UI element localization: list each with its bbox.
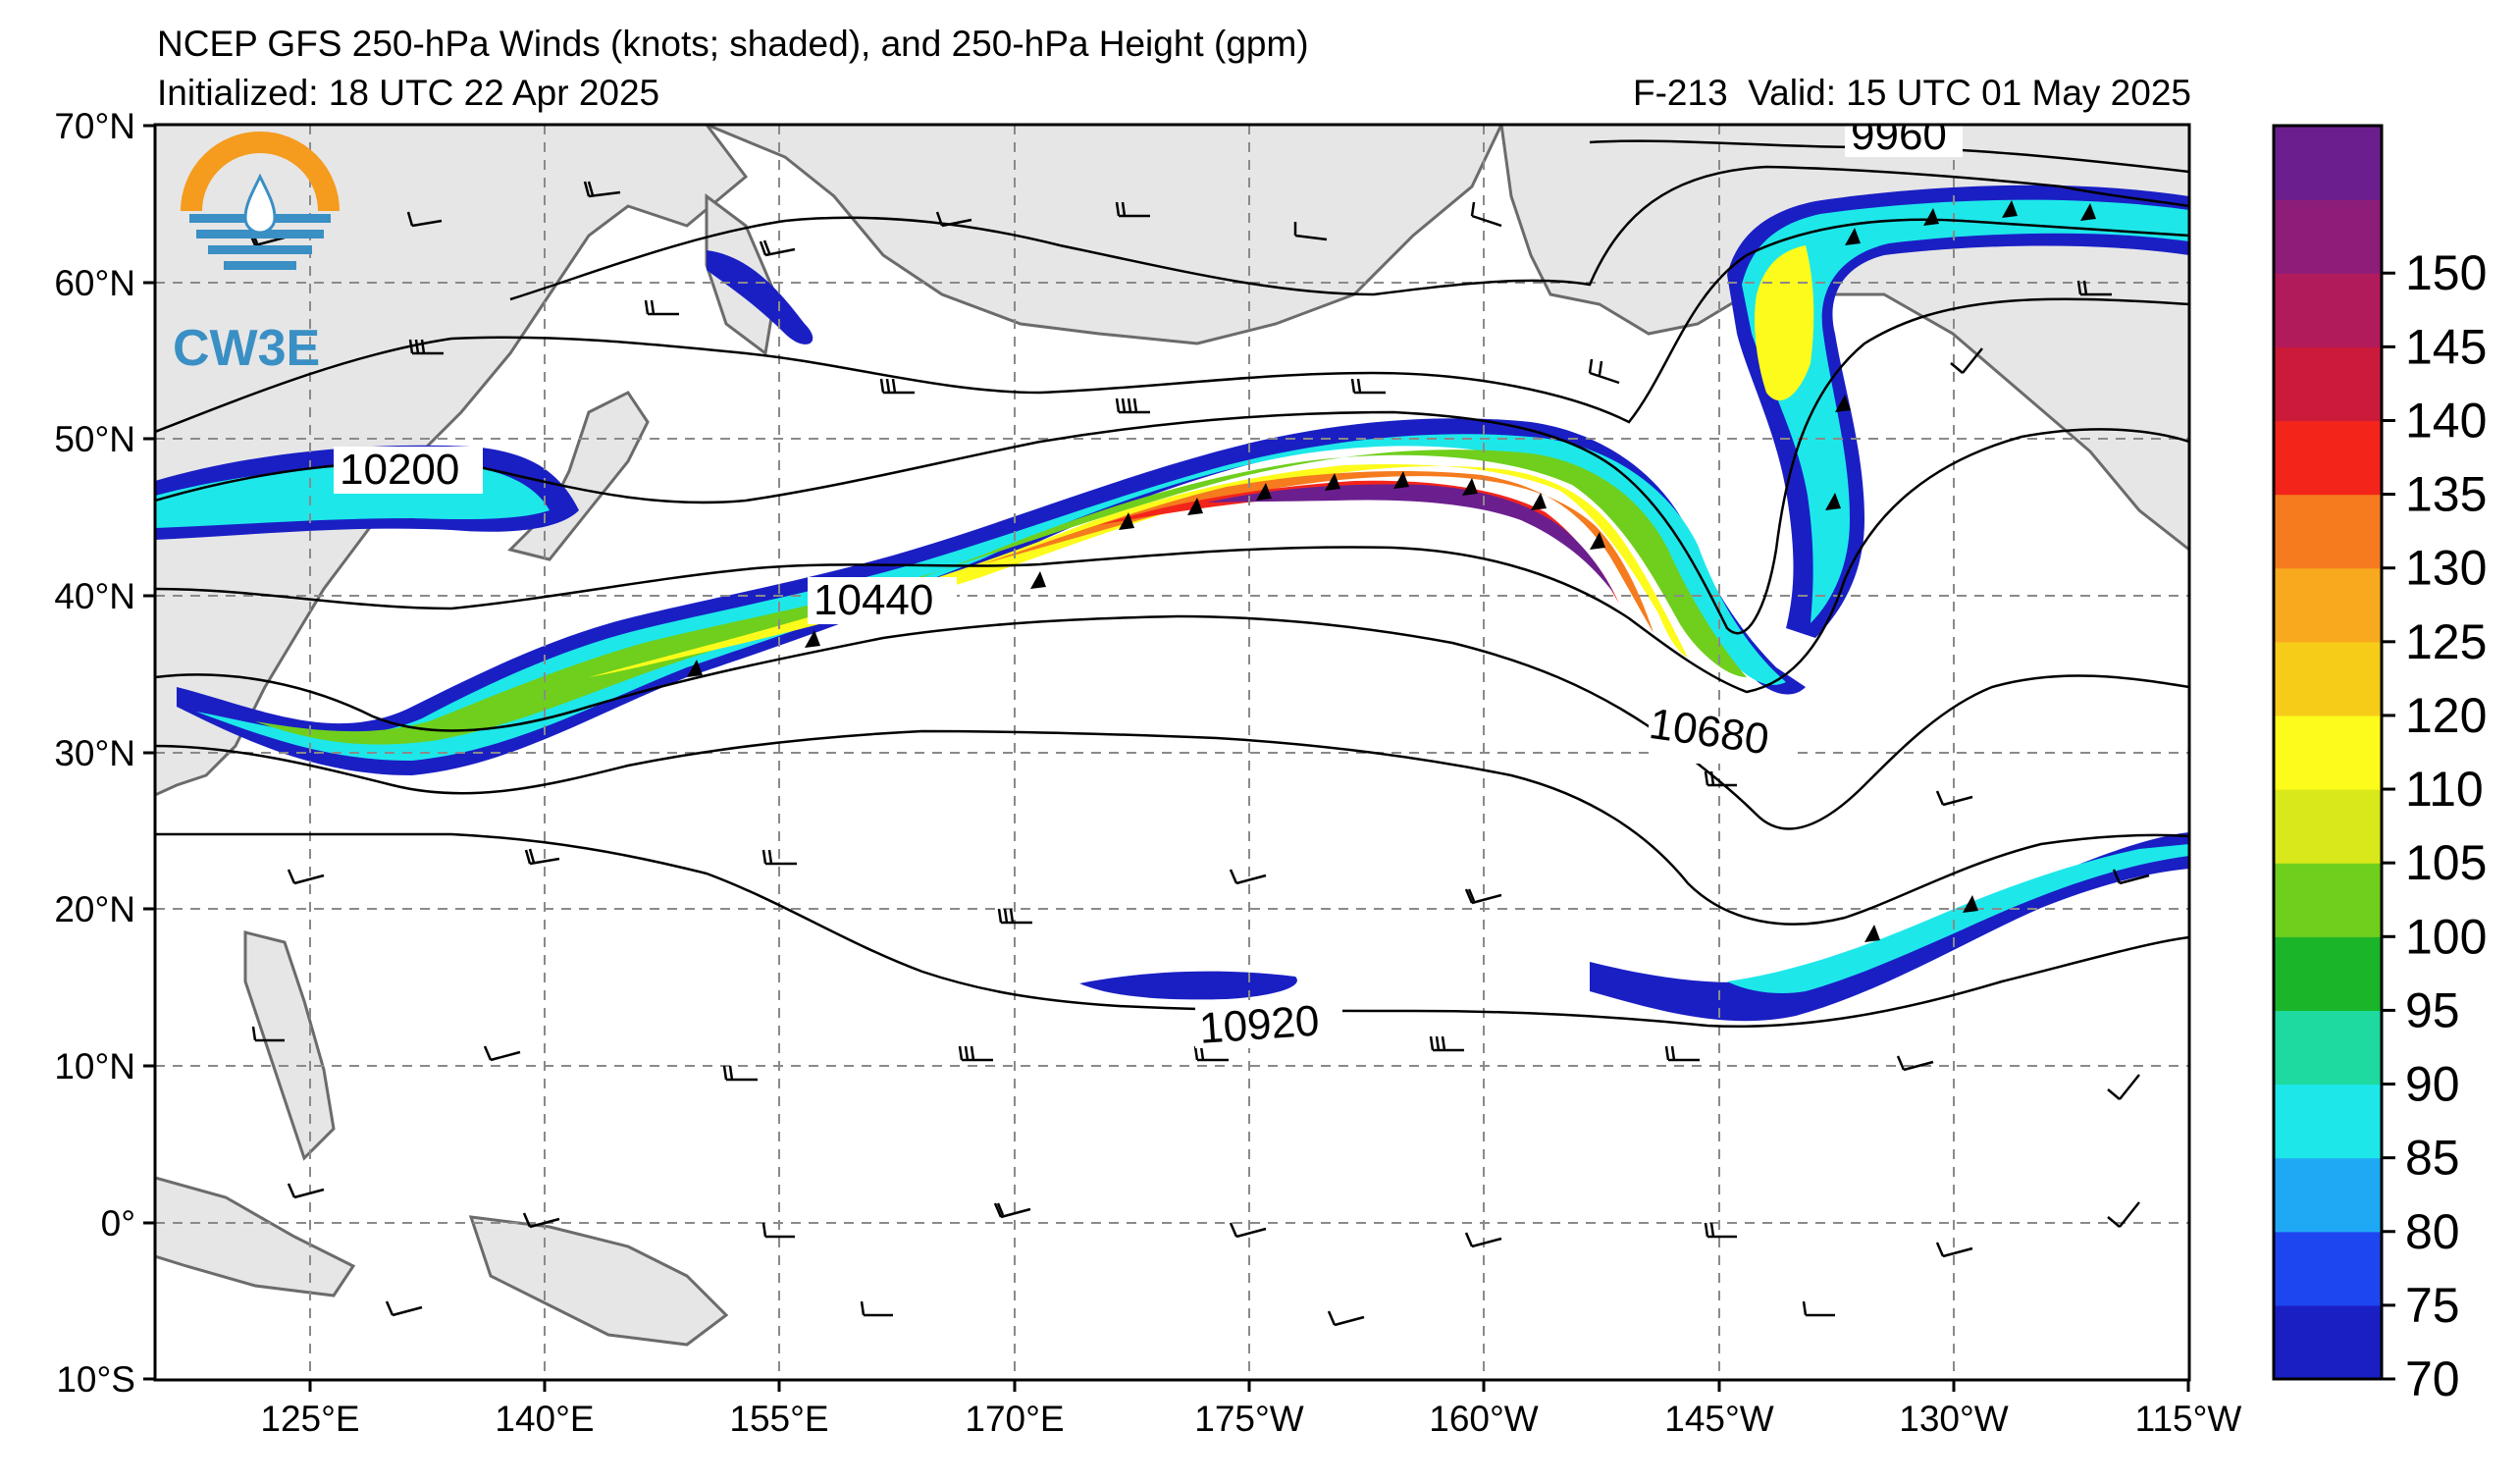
contour-label-10920: 10920: [1198, 996, 1321, 1052]
jet-okhotsk: [707, 250, 814, 344]
x-tick-label: 140°E: [495, 1399, 594, 1439]
x-tick-label: 125°E: [260, 1399, 359, 1439]
forecast-hour: F-213: [1633, 73, 1728, 113]
graticule: [155, 125, 2189, 1380]
y-tick-label: 0°: [101, 1203, 135, 1244]
y-tick-label: 60°N: [54, 263, 135, 303]
colorbar-label: 95: [2405, 982, 2460, 1037]
colorbar-swatch: [2274, 494, 2382, 569]
colorbar-swatch: [2274, 1304, 2382, 1380]
jet-alaska-yellow: [1755, 245, 1814, 401]
colorbar-swatch: [2274, 789, 2382, 864]
colorbar-swatches: [2274, 126, 2382, 1380]
colorbar-swatch: [2274, 199, 2382, 274]
jet-alaska-cyan: [1742, 199, 2189, 623]
x-tick-label: 175°W: [1194, 1399, 1304, 1439]
colorbar-label: 110: [2405, 762, 2484, 817]
colorbar-swatch: [2274, 936, 2382, 1012]
colorbar-label: 85: [2405, 1131, 2460, 1186]
jet-sub-cyan: [1727, 844, 2189, 993]
colorbar-swatch: [2274, 863, 2382, 937]
jet-sub-outer: [1590, 832, 2189, 1022]
colorbar-label: 120: [2405, 688, 2487, 743]
initialized-time: Initialized: 18 UTC 22 Apr 2025: [157, 73, 660, 113]
colorbar-swatch: [2274, 420, 2382, 496]
map-plot-area: 9960 10200 10440 10680 10920 CW3E: [155, 111, 2189, 1380]
colorbar-label: 125: [2405, 614, 2487, 669]
colorbar-label: 140: [2405, 393, 2487, 448]
colorbar-swatch: [2274, 1231, 2382, 1306]
colorbar-swatch: [2274, 1084, 2382, 1159]
contour-label-9960: 9960: [1851, 111, 1947, 159]
colorbar-label: 70: [2405, 1351, 2460, 1406]
x-tick-label: 145°W: [1664, 1399, 1774, 1439]
colorbar: 70 75 80 85 90 95 100 105 110 120 125 130 135 140 145 1…: [2272, 124, 2487, 1406]
jet-main-green: [255, 450, 1747, 745]
y-tick-label: 20°N: [54, 889, 135, 929]
philippines-land: [243, 930, 336, 1161]
colorbar-swatch: [2274, 1010, 2382, 1086]
logo-ring-icon: [181, 132, 340, 212]
colorbar-label: 135: [2405, 467, 2487, 522]
x-tick-label: 130°W: [1899, 1399, 2009, 1439]
height-contours: [155, 139, 2189, 1029]
y-tick-label: 50°N: [54, 419, 135, 459]
colorbar-swatch: [2274, 346, 2382, 422]
wind-shading: [155, 185, 2189, 1022]
indonesia-land: [155, 1176, 356, 1298]
colorbar-swatch: [2274, 273, 2382, 347]
chart-title: NCEP GFS 250-hPa Winds (knots; shaded), …: [157, 24, 1309, 64]
y-tick-label: 30°N: [54, 733, 135, 773]
y-tick-label: 10°S: [56, 1359, 135, 1400]
colorbar-label: 75: [2405, 1278, 2460, 1333]
contour-labels: 9960 10200 10440 10680 10920: [334, 111, 1963, 1053]
colorbar-label: 130: [2405, 541, 2487, 596]
wind-barbs: [247, 181, 2150, 1327]
x-tick-label: 115°W: [2135, 1399, 2242, 1439]
contour-label-10440: 10440: [814, 576, 933, 624]
cw3e-logo: CW3E: [173, 132, 340, 377]
colorbar-ticks: 70 75 80 85 90 95 100 105 110 120 125 130 135 140 145 1…: [2382, 245, 2487, 1406]
colorbar-label: 145: [2405, 319, 2487, 374]
colorbar-label: 100: [2405, 909, 2487, 964]
x-tick-label: 170°E: [965, 1399, 1064, 1439]
jet-sub-west: [1079, 971, 1297, 1000]
x-tick-label: 155°E: [729, 1399, 828, 1439]
alaska-west-land: [706, 125, 1503, 345]
colorbar-label: 80: [2405, 1204, 2460, 1259]
colorbar-swatch: [2274, 567, 2382, 643]
y-axis: 70°N 60°N 50°N 40°N 30°N 20°N 10°N 0° 10…: [54, 106, 155, 1400]
colorbar-label: 105: [2405, 835, 2487, 890]
y-tick-label: 70°N: [54, 106, 135, 146]
colorbar-label: 150: [2405, 245, 2487, 300]
contour-label-10200: 10200: [340, 446, 459, 494]
colorbar-swatch: [2274, 641, 2382, 716]
colorbar-swatch: [2274, 126, 2382, 200]
y-tick-label: 40°N: [54, 576, 135, 616]
valid-time: F-213 Valid: 15 UTC 01 May 2025: [1633, 75, 2191, 111]
colorbar-swatch: [2274, 1157, 2382, 1233]
valid-label: Valid: 15 UTC 01 May 2025: [1748, 73, 2191, 113]
x-tick-label: 160°W: [1429, 1399, 1539, 1439]
colorbar-frame: [2272, 124, 2384, 1381]
water-drop-icon: [243, 173, 277, 235]
new-guinea-land: [468, 1215, 729, 1347]
colorbar-label: 90: [2405, 1057, 2460, 1112]
jet-main-yellow: [589, 464, 1688, 677]
x-axis: 125°E 140°E 155°E 170°E 175°W 160°W 145°…: [260, 1380, 2241, 1439]
colorbar-swatch: [2274, 715, 2382, 790]
y-tick-label: 10°N: [54, 1046, 135, 1086]
jet-main-purple: [1207, 484, 1614, 594]
logo-text: CW3E: [173, 320, 320, 377]
